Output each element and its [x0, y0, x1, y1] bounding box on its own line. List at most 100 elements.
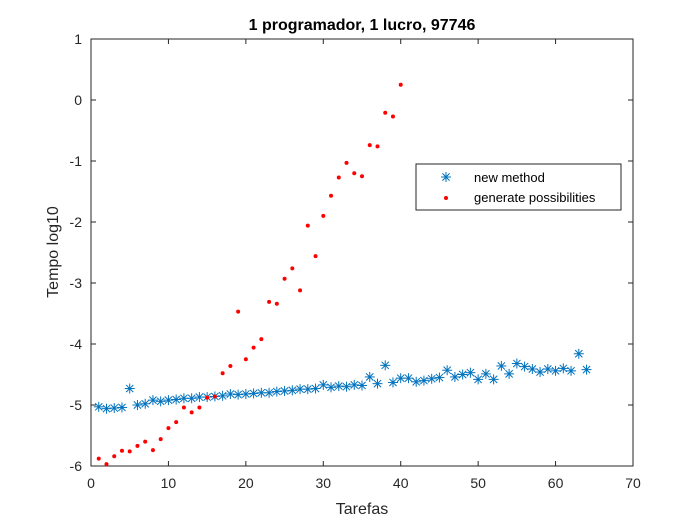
generate-possibilities-point	[127, 449, 132, 454]
new-method-point	[163, 395, 174, 406]
new-method-point	[434, 372, 445, 383]
new-method-point	[442, 365, 453, 376]
chart-title: 1 programador, 1 lucro, 97746	[249, 17, 476, 34]
plot-area	[90, 38, 634, 467]
generate-possibilities-point	[305, 223, 310, 228]
x-tick-label: 50	[470, 475, 486, 491]
new-method-point	[333, 381, 344, 392]
y-tick-label: -5	[70, 397, 83, 413]
generate-possibilities-point	[352, 171, 357, 176]
new-method-point	[132, 400, 143, 410]
new-method-point	[93, 401, 104, 412]
generate-possibilities-point	[212, 394, 217, 399]
new-method-point	[248, 388, 259, 399]
generate-possibilities-point	[282, 276, 287, 281]
data-marks	[93, 82, 592, 467]
generate-possibilities-point	[104, 462, 109, 467]
y-tick-label: -6	[70, 458, 83, 474]
new-method-point	[124, 383, 135, 394]
new-method-point	[387, 377, 398, 388]
generate-possibilities-point	[135, 443, 140, 448]
generate-possibilities-point	[367, 143, 372, 148]
new-method-point	[372, 378, 383, 389]
legend-box	[415, 163, 622, 211]
y-tick-label: 1	[74, 31, 82, 47]
generate-possibilities-point	[220, 371, 225, 376]
new-method-point	[140, 398, 151, 409]
generate-possibilities-point	[174, 420, 179, 425]
generate-possibilities-point	[197, 405, 202, 410]
generate-possibilities-point	[96, 456, 101, 461]
generate-possibilities-point	[274, 301, 279, 306]
generate-possibilities-point	[181, 405, 186, 410]
new-method-point	[147, 395, 158, 406]
y-ticks: -6 -5 -4 -3 -2 -1 0 1	[70, 31, 633, 474]
generate-possibilities-point	[236, 309, 241, 314]
new-method-point	[465, 367, 476, 378]
x-tick-label: 70	[625, 475, 641, 491]
new-method-point	[511, 358, 522, 369]
new-method-point	[171, 394, 182, 405]
new-method-point	[357, 380, 367, 391]
new-method-point	[457, 369, 468, 380]
generate-possibilities-point	[290, 266, 295, 271]
new-method-point	[326, 382, 337, 393]
new-method-point	[225, 389, 236, 400]
new-method-point	[364, 371, 375, 382]
new-method-point	[581, 364, 592, 375]
legend-asterisk	[441, 172, 451, 182]
new-method-point	[542, 364, 553, 375]
y-tick-label: -2	[70, 214, 83, 230]
generate-possibilities-point	[119, 448, 124, 453]
x-tick-label: 30	[315, 475, 331, 491]
new-method-point	[488, 374, 499, 385]
new-method-point	[573, 348, 584, 359]
generate-possibilities-point	[112, 454, 117, 459]
legend-label-generate-possibilities: generate possibilities	[474, 190, 596, 205]
generate-possibilities-point	[166, 426, 171, 431]
new-method-point	[496, 360, 507, 371]
new-method-point	[403, 373, 414, 384]
new-method-point	[318, 379, 329, 390]
new-method-point	[411, 376, 422, 387]
new-method-point	[287, 385, 298, 396]
generate-possibilities-point	[205, 395, 210, 400]
x-tick-label: 20	[238, 475, 254, 491]
generate-possibilities-point	[375, 144, 380, 149]
new-method-point	[566, 365, 577, 376]
y-tick-label: -1	[70, 153, 83, 169]
new-method-point	[240, 389, 251, 400]
new-method-point	[279, 385, 290, 396]
new-method-point	[426, 373, 437, 384]
generate-possibilities-point	[243, 357, 248, 362]
legend-marker-new-method	[441, 172, 451, 182]
generate-possibilities-point	[329, 193, 334, 198]
new-method-point	[271, 386, 282, 397]
new-method-point	[380, 360, 391, 371]
new-method-point	[101, 403, 112, 414]
new-method-point	[178, 393, 189, 404]
legend: new method generate possibilities	[415, 163, 622, 211]
legend-marker-generate-possibilities	[444, 196, 448, 200]
new-method-point	[217, 390, 228, 401]
generate-possibilities-point	[143, 439, 148, 444]
x-axis-label: Tarefas	[336, 501, 388, 518]
new-method-point	[155, 396, 166, 407]
generate-possibilities-point	[344, 160, 349, 165]
generate-possibilities-point	[390, 114, 395, 119]
new-method-point	[310, 383, 321, 394]
new-method-point	[109, 403, 120, 414]
new-method-point	[535, 367, 546, 378]
generate-possibilities-point	[360, 174, 364, 179]
generate-possibilities-point	[158, 437, 163, 442]
x-ticks: 0 10 20 30 40 50 60 70	[87, 39, 641, 491]
generate-possibilities-point	[398, 82, 403, 87]
generate-possibilities-point	[298, 288, 303, 293]
y-tick-label: 0	[74, 92, 82, 108]
generate-possibilities-point	[251, 345, 256, 350]
generate-possibilities-point	[336, 175, 341, 180]
legend-label-new-method: new method	[474, 170, 545, 185]
new-method-point	[504, 368, 515, 379]
x-tick-label: 0	[87, 475, 95, 491]
